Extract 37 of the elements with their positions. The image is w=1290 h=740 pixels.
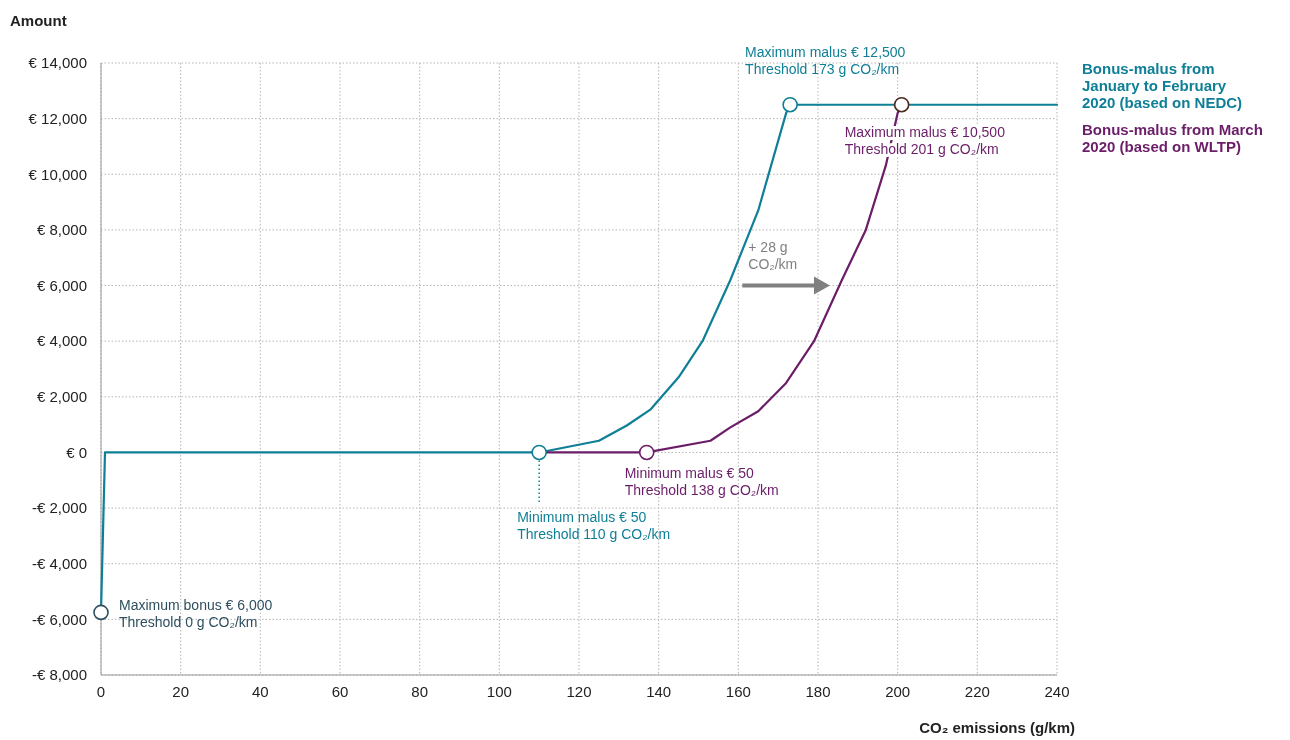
point xyxy=(531,444,547,461)
x-tick-label: 60 xyxy=(331,683,349,700)
point xyxy=(638,444,655,461)
y-tick-label: € 12,000 xyxy=(28,109,87,127)
y-tick-label: € 8,000 xyxy=(36,221,87,239)
annotation: + 28 g CO₂/km xyxy=(748,239,798,273)
text: Bonus-malus from March 2020 (based on WLTP) xyxy=(1082,121,1263,155)
x-tick-label: 100 xyxy=(486,683,512,700)
x-tick-label: 20 xyxy=(172,683,190,700)
y-tick-label: € 14,000 xyxy=(28,54,87,72)
y-tick-label: -€ 2,000 xyxy=(31,499,87,517)
x-tick-label: 220 xyxy=(964,683,990,700)
x-tick-label: 120 xyxy=(566,683,592,700)
x-tick-label: 0 xyxy=(96,683,106,700)
x-axis-title: CO₂ emissions (g/km) xyxy=(919,719,1075,736)
y-tick-label: € 0 xyxy=(66,443,87,461)
annotation: Minimum malus € 50 Threshold 110 g CO₂/km xyxy=(517,509,671,543)
y-tick-label: € 6,000 xyxy=(36,276,87,294)
y-axis-title: Amount xyxy=(10,12,67,29)
x-tick-label: 80 xyxy=(411,683,429,700)
x-tick-label: 40 xyxy=(251,683,269,700)
annotation: Maximum bonus € 6,000 Threshold 0 g CO₂/km xyxy=(119,597,273,631)
y-tick-label: € 4,000 xyxy=(36,332,87,350)
x-tick-label: 240 xyxy=(1044,683,1070,700)
x-tick-label: 160 xyxy=(725,683,751,700)
y-tick-label: -€ 8,000 xyxy=(31,666,87,684)
point xyxy=(782,96,798,113)
x-tick-label: 200 xyxy=(885,683,911,700)
x-tick-label: 180 xyxy=(805,683,831,700)
y-tick-label: -€ 4,000 xyxy=(31,554,87,572)
y-tick-label: € 10,000 xyxy=(28,165,87,183)
annotation: Maximum malus € 12,500 Threshold 173 g CO₂/km xyxy=(745,43,906,77)
annotation: Minimum malus € 50 Threshold 138 g CO₂/km xyxy=(624,465,779,499)
x-tick-label: 140 xyxy=(646,683,672,700)
y-tick-label: -€ 6,000 xyxy=(31,610,87,628)
series-label: Bonus-malus from January to February 2020 (based on NEDC) xyxy=(1082,60,1243,111)
y-tick-label: € 2,000 xyxy=(36,388,87,406)
